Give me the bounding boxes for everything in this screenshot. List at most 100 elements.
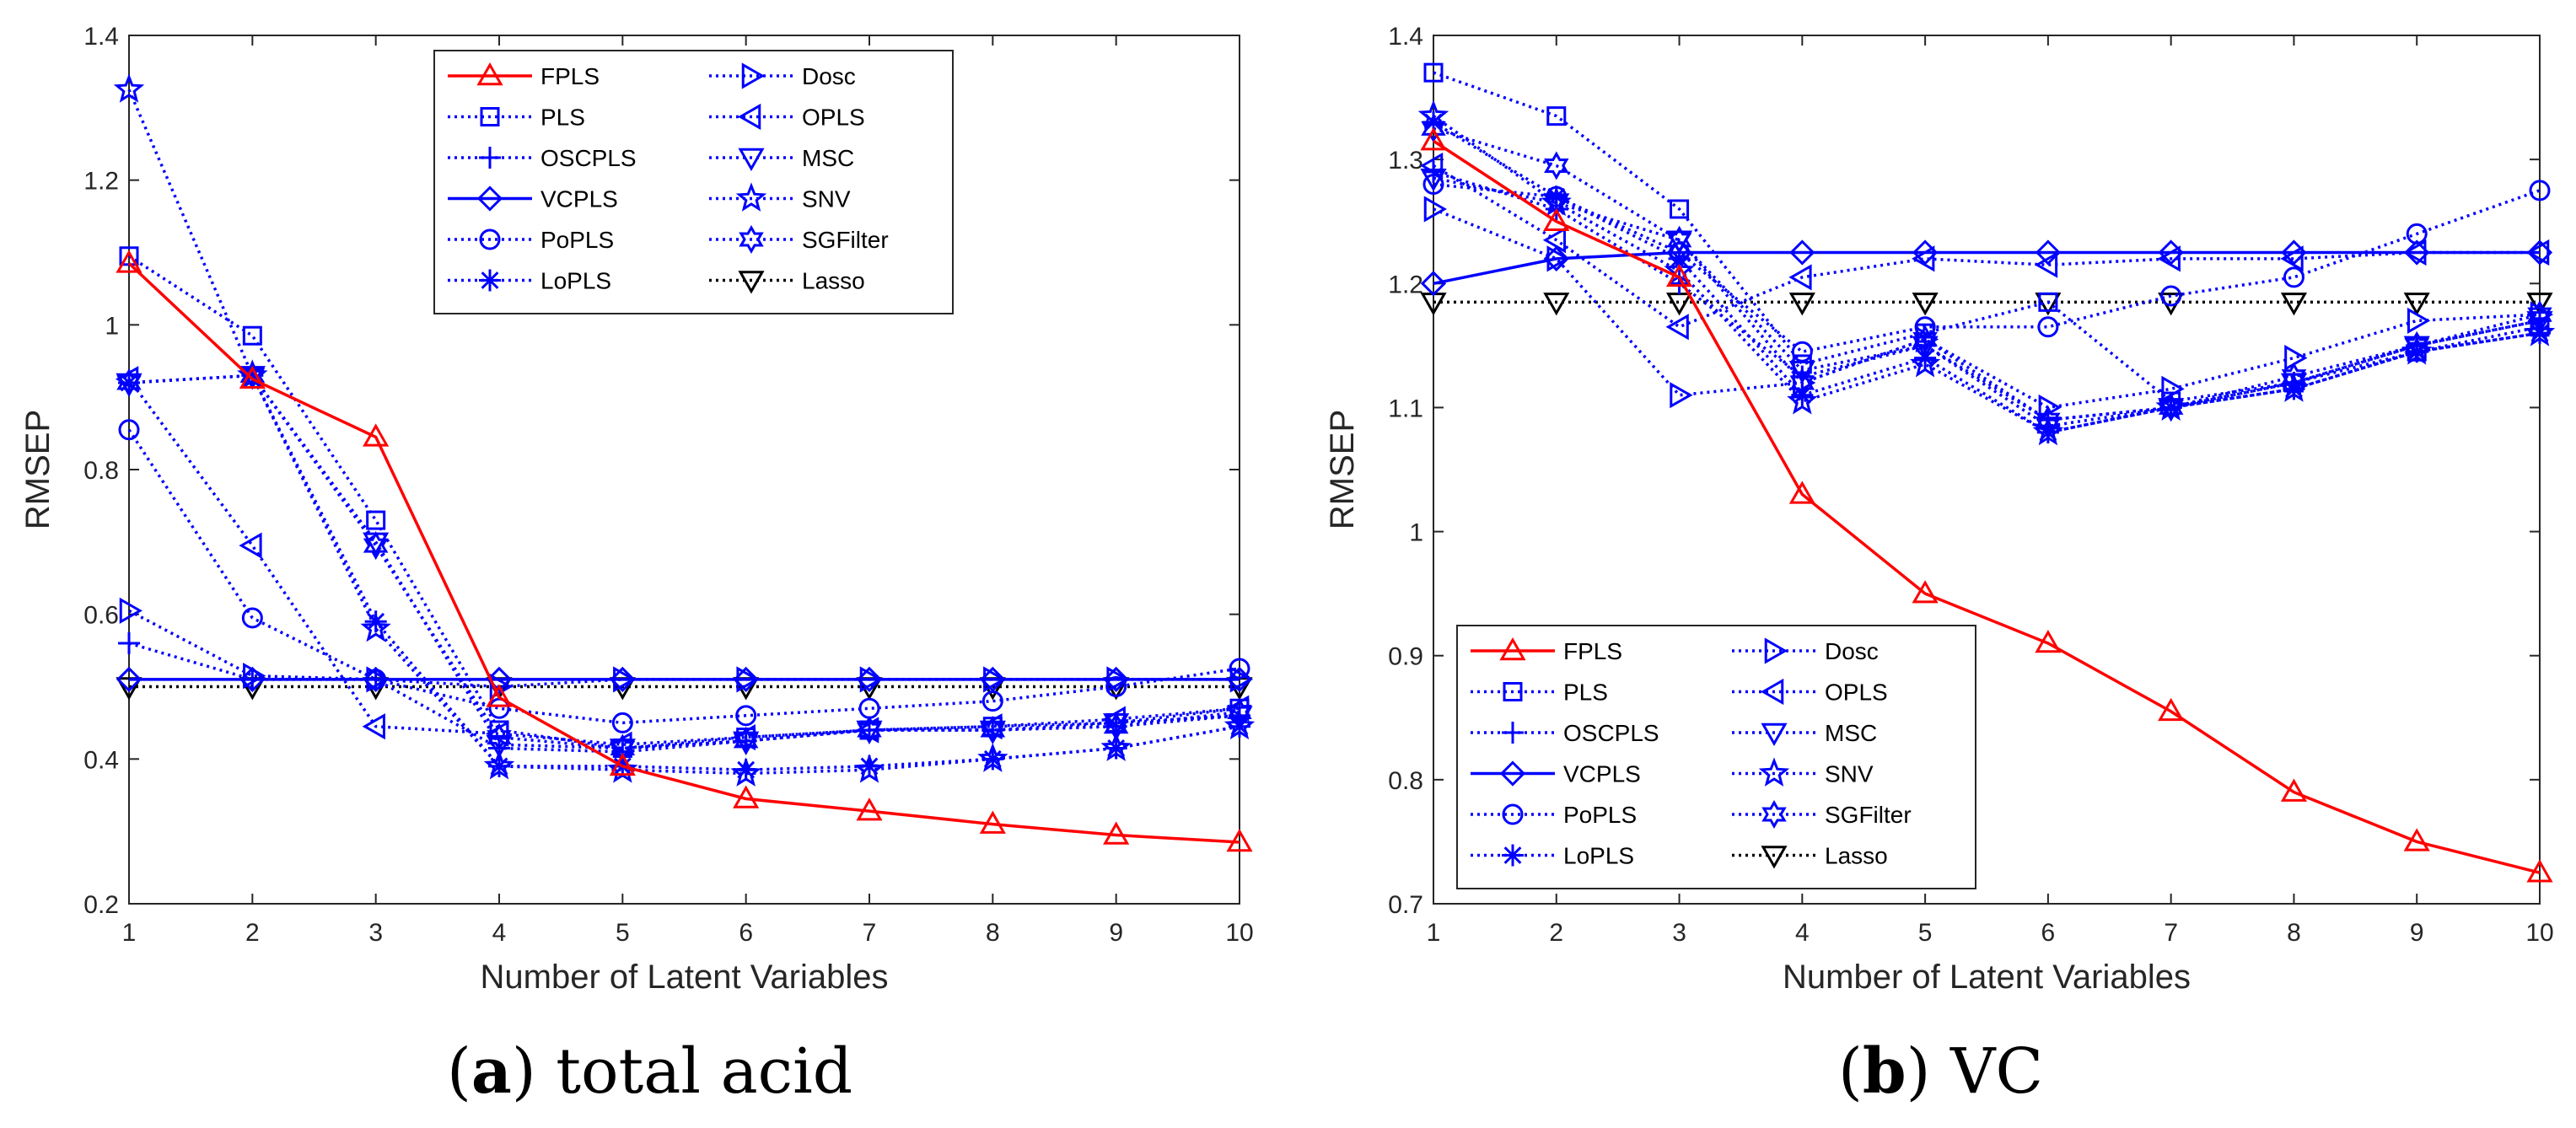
panel-a-series-pls-point xyxy=(366,510,386,530)
panel-a-legend-marker-lasso xyxy=(738,271,765,294)
panel-a-series-opls-point xyxy=(239,532,262,559)
panel-a-legend-marker-lopls xyxy=(479,269,501,292)
panel-b-legend-item-opls: OPLS xyxy=(1732,678,1888,706)
panel-b-y-tick-label: 1.2 xyxy=(1388,271,1423,298)
panel-b-legend-item-fpls: FPLS xyxy=(1471,637,1622,664)
panel-a-legend-marker-msc xyxy=(738,148,765,172)
panel-b-series-opls-point xyxy=(1665,314,1689,341)
panel-b-legend-marker-snv xyxy=(1758,757,1790,787)
panel-a-legend-label-lasso: Lasso xyxy=(802,268,865,294)
panel-b-series-popls-line xyxy=(1433,182,2541,354)
panel-a-legend-marker-opls xyxy=(737,103,761,131)
panel-a-y-axis-label: RMSEP xyxy=(19,410,56,529)
panel-a-series-snv-point xyxy=(977,743,1008,772)
panel-b-series-opls-point xyxy=(1419,152,1444,180)
panel-b-series-popls-point xyxy=(1422,174,1444,196)
panel-a-series-lopls-point xyxy=(364,610,387,633)
panel-b-series-vcpls-point xyxy=(1666,239,1692,266)
panel-b-y-tick-label: 0.9 xyxy=(1388,643,1423,671)
panel-b-y-tick-label: 1.3 xyxy=(1388,147,1423,175)
panel-b-series-pls-point xyxy=(1670,199,1690,219)
panel-a-legend-item-opls: OPLS xyxy=(709,103,865,131)
panel-a-y-tick-label: 1 xyxy=(105,312,119,340)
panel-b-series-popls-point xyxy=(2283,266,2304,288)
panel-a-series-pls-point xyxy=(242,325,262,346)
panel-b-x-tick-label: 3 xyxy=(1672,919,1686,947)
panel-b-series-dosc-point xyxy=(2407,307,2431,335)
panel-a-series-snv-point xyxy=(113,73,145,103)
panel-a-series-sgfilter-point xyxy=(1103,712,1129,741)
panel-b-series-fpls-point xyxy=(1912,580,1939,604)
panel-a-x-tick-label: 6 xyxy=(739,919,753,947)
panel-b-series-dosc xyxy=(1423,196,2554,422)
panel-b-series-sgfilter-point xyxy=(2281,362,2307,391)
panel-b-series-dosc-point xyxy=(1915,325,1939,353)
panel-a-series-fpls-point xyxy=(609,752,636,776)
panel-a-series-fpls-point xyxy=(363,423,390,447)
panel-a-series-vcpls-point xyxy=(239,666,266,693)
panel-a-series-oscpls-point xyxy=(118,632,140,654)
caption-b-text: VC xyxy=(1950,1035,2044,1108)
panel-a-legend-item-lopls: LoPLS xyxy=(448,268,611,294)
panel-a-series-sgfilter-point xyxy=(116,368,142,398)
panel-a-series-vcpls-point xyxy=(1103,666,1129,693)
panel-b-x-tick-label: 10 xyxy=(2525,919,2553,947)
panel-b-axes-box xyxy=(1433,35,2541,905)
panel-b-legend-marker-fpls xyxy=(1499,637,1526,661)
panel-a-x-tick-label: 9 xyxy=(1109,919,1123,947)
panel-b-series-sgfilter-point xyxy=(1912,325,1938,354)
panel-a-x-tick-label: 1 xyxy=(122,919,137,947)
panel-b-series-vcpls-point xyxy=(1789,239,1815,266)
panel-b-legend-marker-opls xyxy=(1760,678,1784,706)
panel-b-series-sgfilter-point xyxy=(2158,393,2184,422)
panel-b-x-tick-label: 5 xyxy=(1918,919,1933,947)
caption-b-letter: b xyxy=(1862,1035,1906,1108)
panel-a-series-snv-point xyxy=(853,754,885,783)
panel-a-series-fpls-point xyxy=(1226,829,1253,852)
panel-a-series-sgfilter-point xyxy=(733,726,759,755)
panel-b-legend-label-pls: PLS xyxy=(1563,679,1608,706)
panel-b-series-snv-point xyxy=(1787,385,1818,415)
panel-b-series-fpls-point xyxy=(1665,263,1693,287)
panel-a-legend-label-pls: PLS xyxy=(540,105,585,131)
panel-b-legend-label-snv: SNV xyxy=(1825,761,1874,787)
panel-a-legend-label-msc: MSC xyxy=(802,145,854,171)
panel-b-legend-label-lopls: LoPLS xyxy=(1563,843,1634,869)
panel-b-series-vcpls-point xyxy=(2035,239,2062,266)
panel-b-legend-item-dosc: Dosc xyxy=(1732,637,1879,664)
panel-a-y-tick-label: 0.8 xyxy=(83,457,119,485)
panel-b-series-snv-point xyxy=(1417,99,1449,130)
panel-b-legend-item-oscpls: OSCPLS xyxy=(1471,720,1659,746)
panel-a-chart: 1 2 3 4 5 6 7 8 9 10 0.2 0.4 0.6 0.8 1 1.2 1.4 Number of … xyxy=(19,23,1256,996)
panel-a-series-popls-point xyxy=(241,607,263,629)
panel-b-series-msc-point xyxy=(1420,168,1447,192)
panel-a-series-vcpls-point xyxy=(116,666,143,693)
panel-b-series-fpls-line xyxy=(1433,139,2541,874)
panel-b-legend-label-oscpls: OSCPLS xyxy=(1563,720,1659,746)
panel-a-legend-label-opls: OPLS xyxy=(802,105,865,131)
panel-b-y-tick-label: 1.4 xyxy=(1388,23,1423,51)
panel-b-series-fpls-point xyxy=(2158,697,2185,722)
panel-a-series-pls-line xyxy=(128,255,1240,750)
panel-b-series-msc-line xyxy=(1433,176,2541,428)
panel-a-series-sgfilter-point xyxy=(487,722,512,752)
panel-b-series-sgfilter-point xyxy=(2527,300,2552,330)
panel-a-legend-item-pls: PLS xyxy=(448,105,585,131)
panel-a-series-opls-point xyxy=(855,717,879,744)
panel-b-series-vcpls-point xyxy=(2404,239,2430,266)
panel-a-legend-marker-sgfilter xyxy=(739,224,764,255)
panel-a-series-lopls-point xyxy=(981,748,1004,771)
panel-a-series-dosc-point xyxy=(119,597,143,624)
panel-b-series-sgfilter-point xyxy=(1544,151,1569,180)
panel-a-legend-item-vcpls: VCPLS xyxy=(448,185,618,212)
panel-b-legend-marker-msc xyxy=(1761,722,1788,747)
panel-a-series-lopls-point xyxy=(858,755,880,777)
panel-a-legend-label-vcpls: VCPLS xyxy=(540,186,618,212)
panel-b-legend-box xyxy=(1456,625,1976,889)
panel-a-series-fpls-point xyxy=(486,684,513,707)
panel-b-x-tick-label: 8 xyxy=(2287,919,2301,947)
panel-b-series-pls-point xyxy=(1423,62,1444,83)
panel-b-legend-marker-oscpls xyxy=(1502,722,1524,744)
panel-a-x-tick-label: 3 xyxy=(368,919,383,947)
